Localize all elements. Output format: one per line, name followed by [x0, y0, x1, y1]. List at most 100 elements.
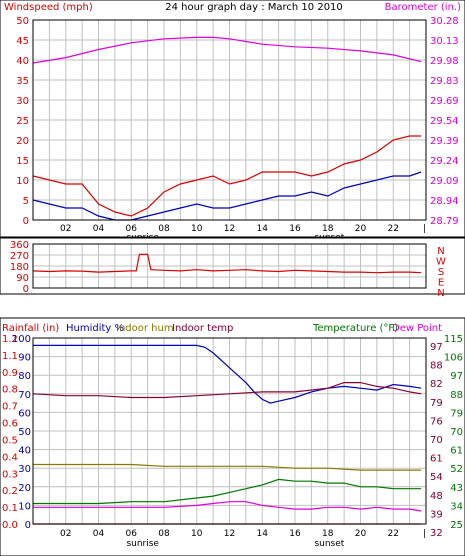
humidity-tick: 80: [18, 371, 31, 382]
temperature-tick-a: 70: [450, 427, 463, 438]
hour-tick: 18: [322, 529, 334, 539]
temperature-tick-a: 115: [444, 334, 463, 345]
hour-tick: 02: [60, 529, 71, 539]
temperature-tick-a: 106: [444, 353, 463, 364]
hour-tick-labels-lower: 02 04 06 08 10 12 14 16 18 20 22 | sunrise sunset: [60, 529, 426, 549]
direction-tick: 90: [16, 273, 29, 284]
hour-tick: 16: [289, 224, 301, 234]
hour-tick: 06: [126, 224, 138, 234]
humidity-tick: 100: [12, 334, 31, 345]
windspeed-tick: 0: [23, 216, 29, 227]
windspeed-tick: 10: [16, 176, 29, 187]
windspeed-line: [32, 135, 422, 217]
barometer-tick: 30.13: [430, 36, 459, 47]
rainfall-tick-labels: 1.2 1.1 0.9 0.8 0.7 0.6 0.5 0.4 0.3 0.2 0.1 0.0: [2, 334, 18, 531]
temperature-label: Temperature (°F): [312, 323, 398, 334]
rainfall-tick: 0.1: [2, 503, 18, 514]
indoor-temp-label: Indoor temp: [172, 323, 233, 334]
temperature-tick-a: 25: [450, 520, 463, 531]
windspeed-tick: 40: [16, 56, 29, 67]
temperature-tick-b: 97: [430, 342, 443, 353]
humidity-tick: 70: [18, 390, 31, 401]
sun-marker-label: sunset: [314, 539, 344, 549]
temperature-tick-a: 97: [450, 371, 463, 382]
rainfall-tick: 1.1: [2, 351, 18, 362]
temperature-tick-a: 52: [450, 464, 463, 475]
rainfall-label: Rainfall (in): [2, 323, 59, 334]
hour-tick: 04: [93, 529, 105, 539]
barometer-tick-labels: 30.28 30.13 29.98 29.83 29.69 29.54 29.39 29.24…: [430, 16, 459, 227]
gust_avg-line: [32, 171, 422, 221]
windspeed-tick: 5: [23, 196, 29, 207]
temperature-tick-b: 54: [430, 472, 443, 483]
rainfall-tick: 0.4: [2, 452, 18, 463]
hour-tick: 06: [126, 529, 138, 539]
panel3-plot-border: [32, 337, 427, 525]
humidity-tick: 30: [18, 464, 31, 475]
barometer-tick: 30.28: [430, 16, 459, 27]
barometer-tick: 29.24: [430, 156, 459, 167]
humidity-label: Humidity %: [66, 323, 124, 334]
temperature-tick-a: 88: [450, 390, 463, 401]
humidity-tick: 60: [18, 408, 31, 419]
temperature-tick-a: 34: [450, 501, 463, 512]
direction-tick: 180: [10, 262, 29, 273]
barometer-tick: 28.94: [430, 196, 459, 207]
windspeed-axis-label: Windspeed (mph): [4, 2, 93, 13]
temperature-tick-labels-a: 115 106 97 88 79 70 61 52 43 34 25: [444, 334, 463, 531]
temperature-tick-b: 70: [430, 435, 443, 446]
indoor_hum-line: [33, 463, 422, 471]
hour-tick: 20: [355, 529, 367, 539]
temperature-tick-b: 39: [430, 509, 443, 520]
hour-tick: 02: [60, 224, 71, 234]
windspeed-tick: 35: [16, 76, 29, 87]
wind-direction-line: [32, 253, 422, 274]
dew_point-line: [33, 501, 422, 512]
temperature-tick-b: 32: [430, 528, 443, 539]
hour-tick: 22: [388, 224, 399, 234]
hour-tick: 20: [355, 224, 367, 234]
temperature-tick-b: 82: [430, 379, 443, 390]
wind-barometer-panel: Windspeed (mph) 24 hour graph day : Marc…: [0, 0, 465, 243]
compass-letter: N: [437, 246, 444, 257]
temperature-tick-a: 43: [450, 483, 463, 494]
hour-tick: 10: [191, 529, 203, 539]
hour-tick: 12: [224, 224, 235, 234]
rainfall-tick: 0.5: [2, 435, 18, 446]
hour-tick: 22: [388, 529, 399, 539]
direction-tick: 270: [10, 251, 29, 262]
barometer-tick: 29.83: [430, 76, 459, 87]
panel2-series: [32, 253, 422, 274]
hour-tick: 16: [289, 529, 301, 539]
hour-tick: 04: [93, 224, 105, 234]
panel1-plot-border: [32, 19, 427, 221]
rainfall-tick: 0.0: [2, 520, 18, 531]
windspeed-tick: 45: [16, 36, 29, 47]
humidity-tick: 50: [18, 427, 31, 438]
humidity-tick: 20: [18, 483, 31, 494]
barometer-tick: 29.09: [430, 176, 459, 187]
hour-tick: 14: [257, 224, 269, 234]
rainfall-tick: 1.2: [2, 334, 18, 345]
barometer-line: [32, 36, 422, 64]
end-tick: |: [423, 224, 426, 234]
rainfall-tick: 0.3: [2, 469, 18, 480]
humidity-tick: 0: [25, 520, 31, 531]
sun-marker-label: sunrise: [126, 539, 159, 549]
temperature-tick-b: 88: [430, 361, 443, 372]
compass-letter: S: [438, 267, 444, 278]
indoor_temp-line: [32, 382, 422, 399]
temperature-line: [33, 478, 422, 505]
temperature-tick-b: 61: [430, 454, 443, 465]
windspeed-tick: 50: [16, 16, 29, 27]
barometer-tick: 29.39: [430, 136, 459, 147]
humidity-tick: 10: [18, 501, 31, 512]
panel3-background: [0, 317, 465, 556]
panel1-series: [32, 36, 422, 221]
temperature-tick-a: 79: [450, 408, 463, 419]
direction-tick: 0: [23, 284, 29, 295]
